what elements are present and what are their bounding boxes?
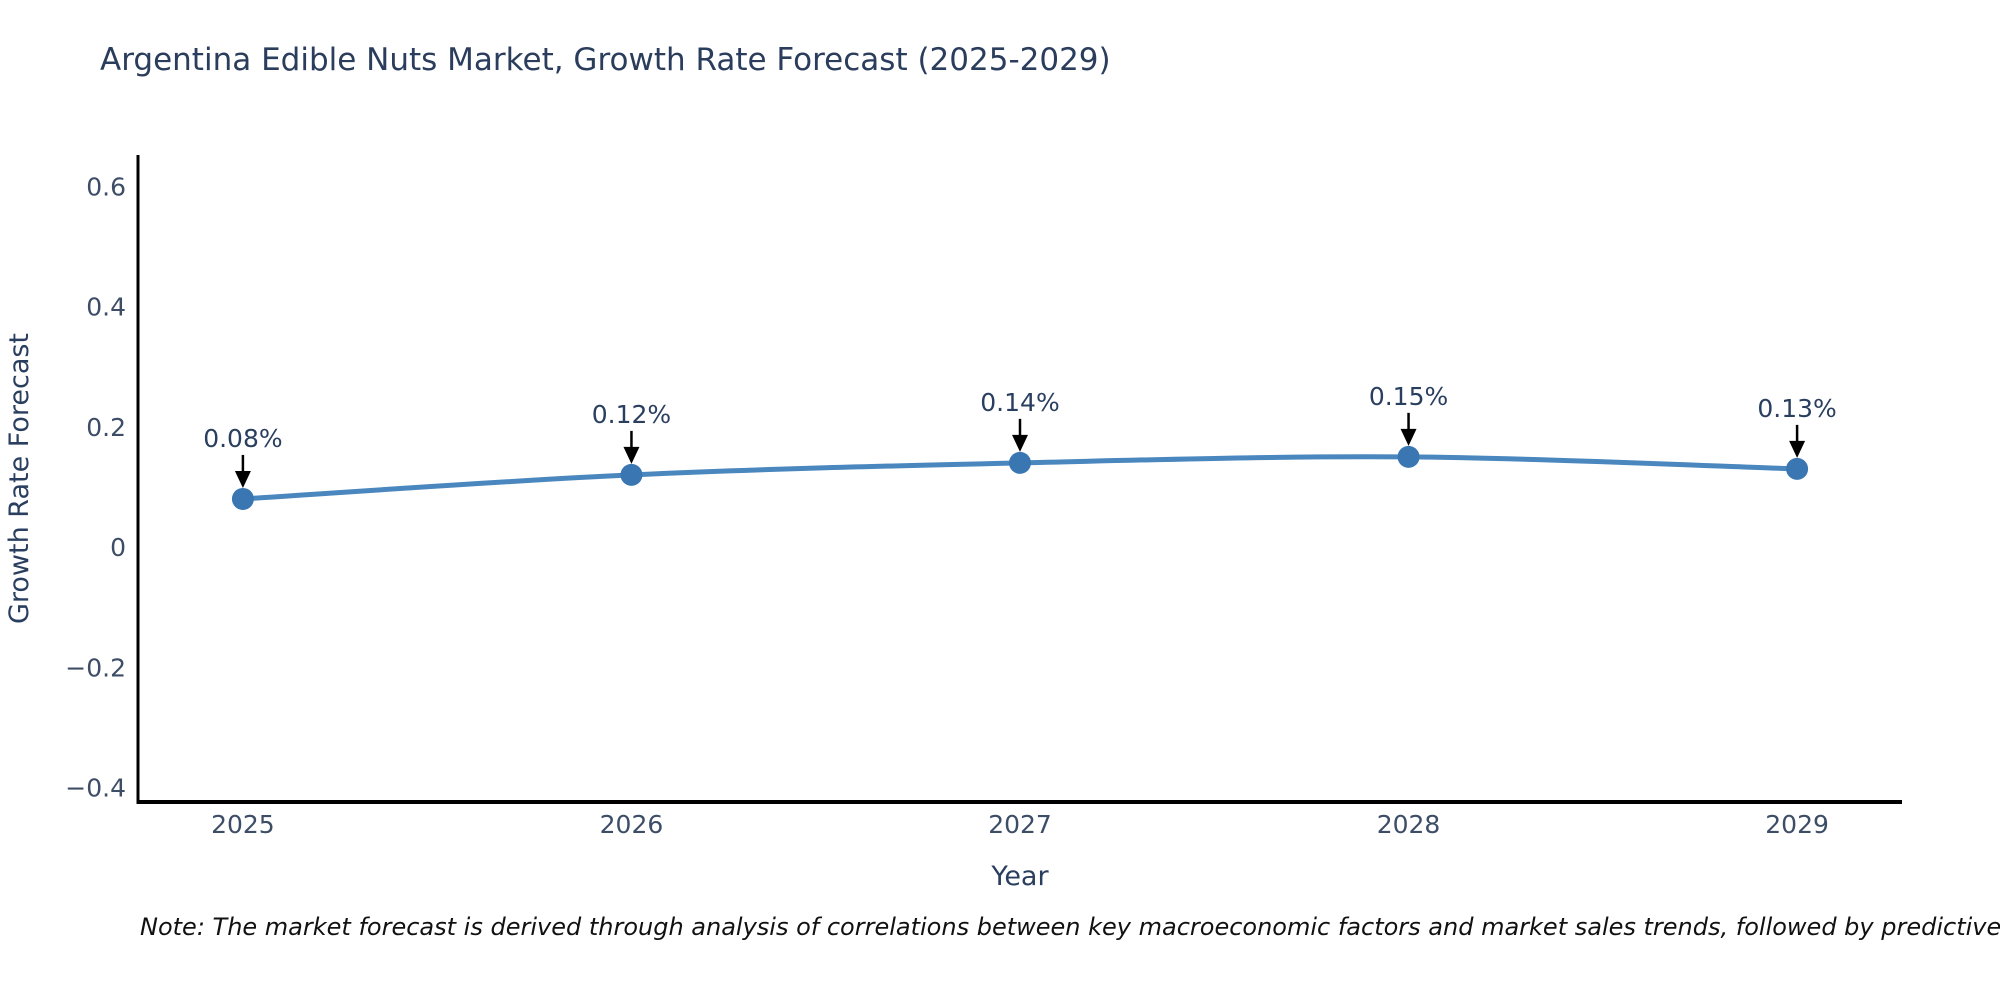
data-point-marker — [231, 487, 254, 510]
footnote: Note: The market forecast is derived thr… — [140, 913, 2000, 941]
annotation-label: 0.15% — [1369, 382, 1448, 411]
y-tick-label: −0.2 — [65, 653, 126, 682]
annotation-arrowhead — [1400, 428, 1417, 446]
y-axis-title: Growth Rate Forecast — [4, 333, 35, 624]
y-tick-label: 0.6 — [86, 172, 126, 201]
x-tick-label: 2028 — [1377, 810, 1441, 839]
data-point-marker — [620, 463, 643, 486]
x-tick-label: 2025 — [211, 810, 275, 839]
annotation-label: 0.12% — [592, 400, 671, 429]
annotation-arrowhead — [1012, 434, 1028, 452]
y-tick-label: 0.4 — [86, 293, 126, 322]
x-axis-title: Year — [990, 861, 1049, 892]
annotation-arrowhead — [234, 470, 251, 488]
annotation-label: 0.08% — [203, 424, 282, 453]
x-tick-label: 2027 — [988, 810, 1052, 839]
annotation-label: 0.14% — [980, 388, 1059, 417]
annotation-label: 0.13% — [1757, 394, 1836, 423]
annotation-arrowhead — [1789, 440, 1806, 458]
y-tick-label: 0.2 — [86, 413, 126, 442]
y-tick-label: 0 — [110, 533, 126, 562]
chart-title: Argentina Edible Nuts Market, Growth Rat… — [100, 42, 1111, 78]
data-point-marker — [1397, 445, 1420, 468]
data-point-marker — [1786, 457, 1809, 480]
x-tick-label: 2026 — [600, 810, 664, 839]
data-point-marker — [1009, 451, 1031, 474]
annotation-arrowhead — [623, 446, 640, 464]
x-tick-label: 2029 — [1765, 810, 1829, 839]
y-tick-label: −0.4 — [65, 774, 126, 803]
